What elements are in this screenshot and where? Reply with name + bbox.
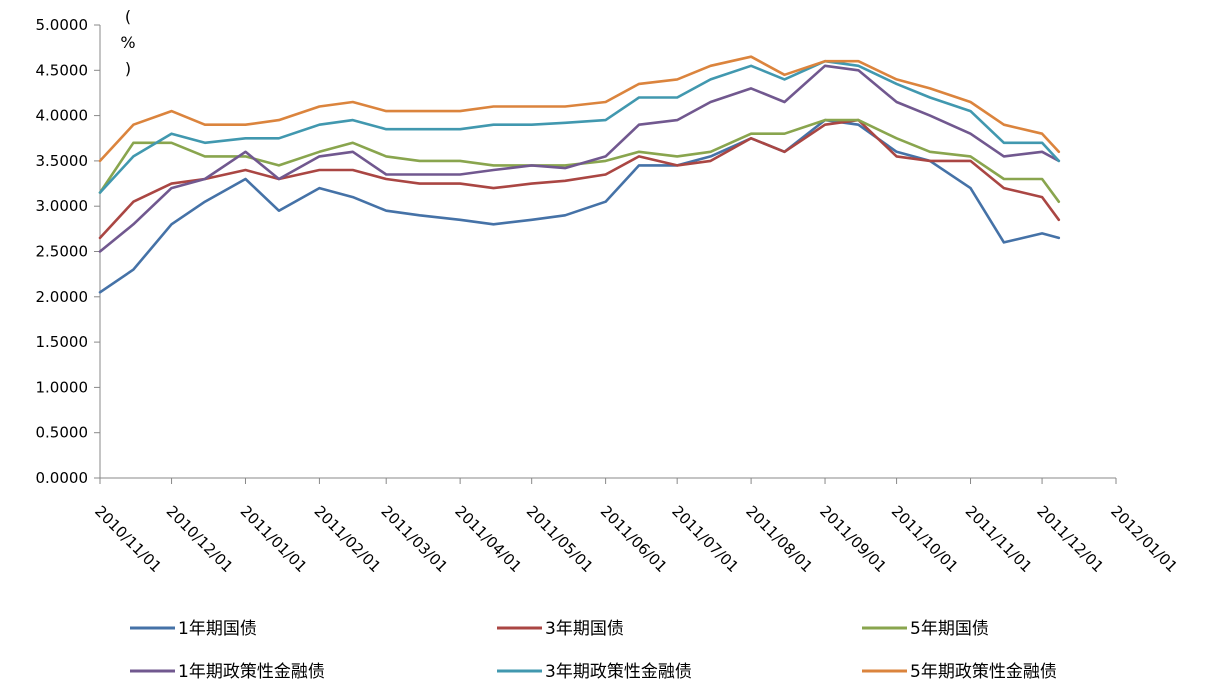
legend-label: 1年期国债 — [178, 619, 257, 639]
x-tick-label: 2011/04/01 — [451, 502, 525, 576]
y-tick-label: 4.5000 — [36, 61, 89, 79]
x-tick-label: 2012/01/01 — [1107, 502, 1181, 576]
y-axis-label: (%) — [120, 7, 135, 78]
x-tick-label: 2011/08/01 — [742, 502, 816, 576]
y-tick-label: 0.0000 — [36, 469, 89, 487]
series-line-2 — [98, 118, 1061, 240]
legend-label: 3年期政策性金融债 — [545, 662, 692, 682]
y-tick-label: 3.0000 — [36, 197, 89, 215]
y-tick-label: 4.0000 — [36, 107, 89, 125]
x-tick-label: 2010/11/01 — [91, 502, 165, 576]
series-line-3 — [98, 118, 1061, 203]
y-tick-label: 1.5000 — [36, 333, 89, 351]
legend-label: 3年期国债 — [545, 619, 624, 639]
y-tick-label: 3.5000 — [36, 152, 89, 170]
x-tick-label: 2010/12/01 — [163, 502, 237, 576]
y-tick-label: 2.0000 — [36, 288, 89, 306]
series-line-5 — [98, 59, 1061, 194]
legend-label: 1年期政策性金融债 — [178, 662, 325, 682]
y-tick-label: 2.5000 — [36, 243, 89, 261]
series-layer — [98, 55, 1061, 294]
y-tick-label: 0.5000 — [36, 424, 89, 442]
x-tick-label: 2011/07/01 — [668, 502, 742, 576]
legend-label: 5年期政策性金融债 — [910, 662, 1057, 682]
series-line-1 — [98, 118, 1061, 294]
series-line-4 — [98, 64, 1061, 253]
x-tick-label: 2011/12/01 — [1033, 502, 1107, 576]
y-tick-label: 1.0000 — [36, 378, 89, 396]
legend: 1年期国债 3年期国债 5年期国债 1年期政策性金融债 3年期政策性金融债 5年期政策性金… — [130, 619, 1057, 682]
x-tick-label: 2011/11/01 — [962, 502, 1036, 576]
x-tick-label: 2011/06/01 — [597, 502, 671, 576]
legend-label: 5年期国债 — [910, 619, 989, 639]
x-tick-label: 2011/02/01 — [311, 502, 385, 576]
series-line-6 — [98, 55, 1061, 163]
y-axis-title: (%) — [120, 7, 135, 78]
x-tick-label: 2011/09/01 — [816, 502, 890, 576]
x-tick-label: 2011/01/01 — [237, 502, 311, 576]
y-tick-label: 5.0000 — [36, 16, 89, 34]
x-tick-label: 2011/03/01 — [377, 502, 451, 576]
x-tick-label: 2011/05/01 — [523, 502, 597, 576]
x-tick-label: 2011/10/01 — [888, 502, 962, 576]
